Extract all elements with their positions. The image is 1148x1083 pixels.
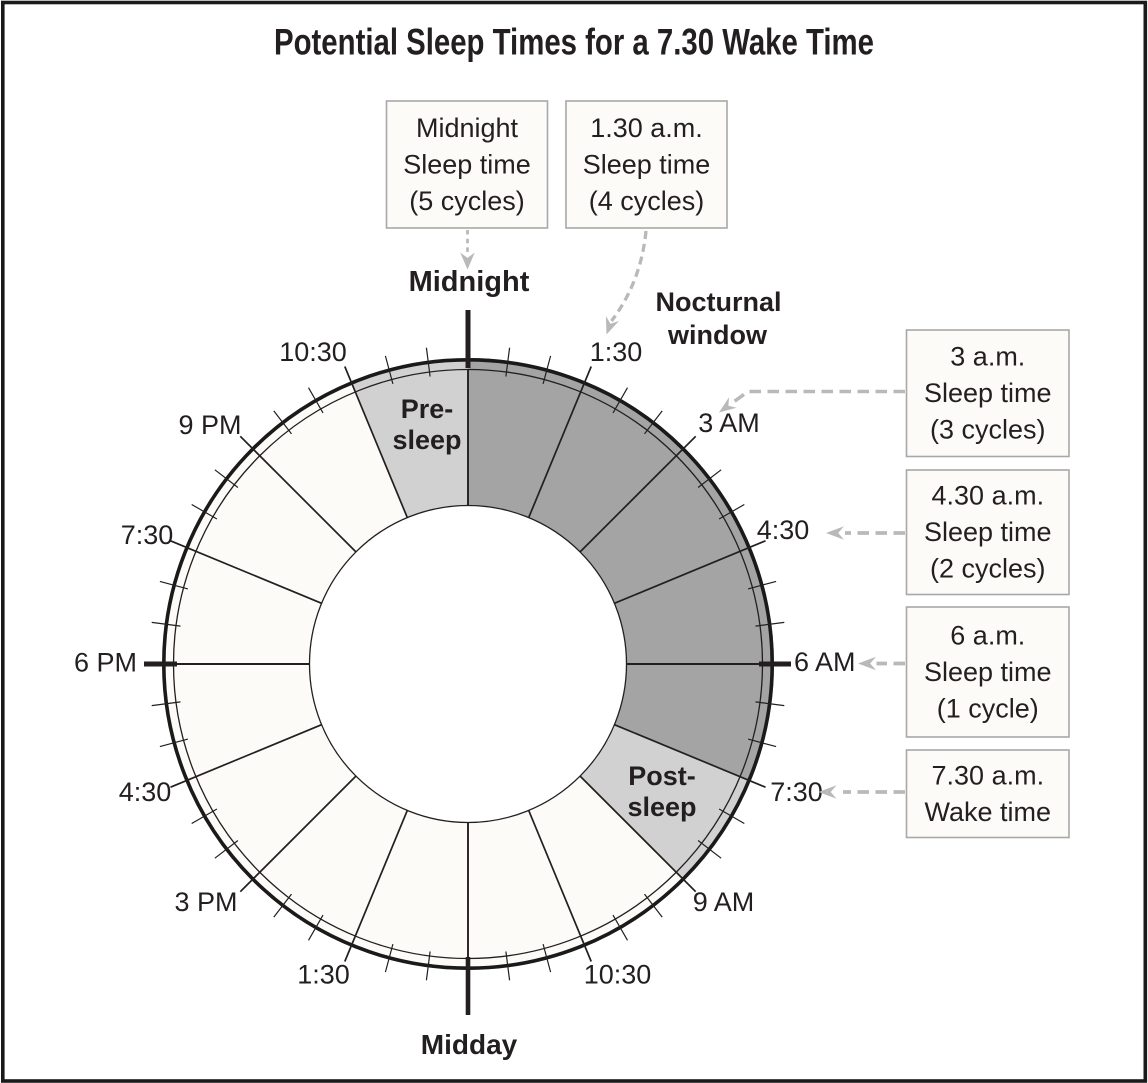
svg-text:(4 cycles): (4 cycles) — [589, 186, 705, 216]
svg-text:Wake time: Wake time — [925, 797, 1052, 827]
svg-text:Sleep time: Sleep time — [924, 657, 1052, 687]
svg-text:6 PM: 6 PM — [74, 648, 137, 678]
svg-text:(5 cycles): (5 cycles) — [409, 186, 525, 216]
svg-text:Midday: Midday — [421, 1029, 518, 1060]
svg-text:Pre-: Pre- — [401, 394, 454, 424]
svg-text:Sleep time: Sleep time — [924, 378, 1052, 408]
svg-text:Midnight: Midnight — [416, 113, 519, 143]
svg-text:4:30: 4:30 — [757, 515, 810, 545]
svg-text:Sleep time: Sleep time — [583, 149, 711, 179]
svg-text:Midnight: Midnight — [409, 266, 530, 298]
svg-text:Post-: Post- — [628, 761, 696, 791]
svg-text:10:30: 10:30 — [279, 337, 347, 367]
svg-text:sleep: sleep — [627, 792, 696, 822]
svg-text:1:30: 1:30 — [297, 960, 350, 990]
svg-text:4.30 a.m.: 4.30 a.m. — [932, 481, 1045, 511]
svg-text:(2 cycles): (2 cycles) — [930, 554, 1046, 584]
svg-text:sleep: sleep — [392, 425, 461, 455]
svg-text:10:30: 10:30 — [584, 960, 652, 990]
svg-text:(1 cycle): (1 cycle) — [937, 693, 1039, 723]
svg-text:3 AM: 3 AM — [698, 408, 760, 438]
svg-text:7:30: 7:30 — [121, 520, 174, 550]
svg-text:9 PM: 9 PM — [178, 410, 241, 440]
svg-text:(3 cycles): (3 cycles) — [930, 415, 1046, 445]
svg-text:7.30 a.m.: 7.30 a.m. — [932, 760, 1045, 790]
svg-text:Sleep time: Sleep time — [403, 149, 531, 179]
svg-text:1.30 a.m.: 1.30 a.m. — [590, 113, 703, 143]
svg-text:3 a.m.: 3 a.m. — [950, 342, 1025, 372]
svg-text:4:30: 4:30 — [119, 777, 172, 807]
svg-text:3 PM: 3 PM — [174, 887, 237, 917]
svg-text:6 a.m.: 6 a.m. — [950, 620, 1025, 650]
svg-text:Nocturnal: Nocturnal — [655, 287, 781, 317]
svg-text:7:30: 7:30 — [770, 777, 823, 807]
svg-text:6 AM: 6 AM — [794, 647, 856, 677]
svg-text:Potential Sleep Times for a 7.: Potential Sleep Times for a 7.30 Wake Ti… — [274, 21, 874, 63]
svg-text:9 AM: 9 AM — [693, 887, 755, 917]
svg-text:1:30: 1:30 — [590, 337, 643, 367]
svg-text:window: window — [667, 320, 768, 350]
svg-text:Sleep time: Sleep time — [924, 517, 1052, 547]
